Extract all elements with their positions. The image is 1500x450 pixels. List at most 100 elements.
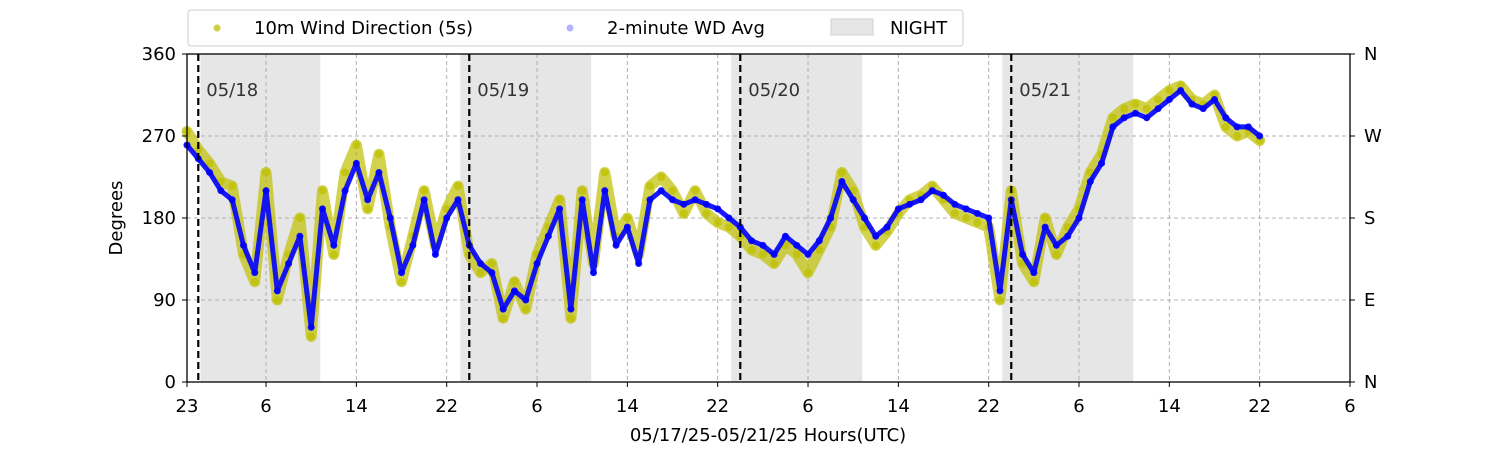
avg-point (1188, 100, 1196, 108)
wind-point (679, 209, 688, 218)
avg-point (872, 232, 880, 240)
day-label: 05/21 (1019, 80, 1071, 101)
wind-point (747, 245, 756, 254)
avg-point (307, 323, 315, 331)
avg-point (375, 168, 383, 176)
avg-point (827, 214, 835, 222)
x-axis-title: 05/17/25-05/21/25 Hours(UTC) (630, 425, 906, 446)
avg-point (1143, 114, 1151, 122)
avg-point (499, 305, 507, 313)
wind-point (1041, 214, 1050, 222)
x-tick-label: 14 (345, 396, 368, 417)
avg-point (420, 196, 428, 204)
avg-point (1098, 159, 1106, 167)
avg-trace (184, 87, 1263, 330)
wind-point (1120, 104, 1129, 113)
x-tick-label: 22 (977, 396, 1000, 417)
y-tick-label: 0 (165, 372, 176, 393)
avg-point (589, 269, 597, 277)
avg-point (443, 214, 451, 222)
wind-point (1165, 86, 1174, 95)
avg-point (488, 269, 496, 277)
wind-point (578, 186, 587, 195)
avg-point (398, 269, 406, 277)
wind-point (363, 204, 372, 213)
x-tick-label: 14 (616, 396, 639, 417)
legend-marker-10m-wind-direction (213, 24, 221, 32)
compass-label: E (1364, 290, 1375, 311)
series-layer (181, 80, 1266, 342)
avg-point (748, 237, 756, 245)
wind-point (307, 332, 316, 341)
wind-point (758, 250, 767, 259)
avg-point (1154, 105, 1162, 113)
avg-point (1222, 114, 1230, 122)
avg-point (849, 196, 857, 204)
avg-point (1211, 96, 1219, 104)
avg-point (601, 187, 609, 195)
avg-point (635, 260, 643, 268)
legend-marker-2min-wd-avg (566, 24, 574, 32)
legend-label-2min-wd-avg: 2-minute WD Avg (607, 18, 765, 39)
avg-point (804, 250, 812, 258)
avg-point (1030, 269, 1038, 277)
y-axis-title: Degrees (106, 181, 127, 256)
wind-point (499, 314, 508, 323)
avg-point (736, 223, 744, 231)
wind-point (668, 186, 677, 195)
avg-point (759, 241, 767, 249)
x-tick-label: 6 (1073, 396, 1084, 417)
wind-point (397, 277, 406, 286)
avg-point (251, 269, 259, 277)
x-tick-label: 23 (176, 396, 199, 417)
avg-point (330, 241, 338, 249)
avg-point (544, 232, 552, 240)
day-boundary-layer: 05/18 05/19 05/20 05/21 (197, 54, 1071, 382)
day-label: 05/19 (477, 80, 529, 101)
avg-point (612, 241, 620, 249)
avg-point (770, 250, 778, 258)
avg-point (262, 187, 270, 195)
avg-point (691, 196, 699, 204)
wind-point (657, 173, 666, 181)
legend-frame (187, 9, 964, 47)
avg-point (996, 287, 1004, 295)
y-tick-label: 90 (153, 290, 176, 311)
wind-point (295, 214, 304, 222)
avg-point (1086, 178, 1094, 186)
avg-point (793, 241, 801, 249)
wind-point (318, 186, 327, 195)
avg-point (1075, 214, 1083, 222)
compass-label: N (1364, 372, 1377, 393)
wind-point (623, 214, 632, 222)
avg-point (702, 200, 710, 208)
compass-label: W (1364, 126, 1382, 147)
avg-point (510, 287, 518, 295)
wind-point (837, 168, 846, 177)
x-tick-label: 6 (531, 396, 542, 417)
wind-point (228, 182, 237, 191)
avg-point (815, 237, 823, 245)
wind-point (691, 186, 700, 195)
avg-point (1177, 86, 1185, 94)
wind-point (713, 218, 722, 227)
avg-point (669, 196, 677, 204)
avg-point (1052, 241, 1060, 249)
avg-point (1244, 123, 1252, 131)
avg-point (567, 305, 575, 313)
avg-point (714, 205, 722, 213)
avg-point (985, 214, 993, 222)
y-tick-label: 270 (142, 126, 176, 147)
x-tick-label: 22 (1248, 396, 1271, 417)
day-label: 05/18 (206, 80, 258, 101)
avg-point (1120, 114, 1128, 122)
avg-point (725, 214, 733, 222)
avg-point (917, 196, 925, 204)
wind-point (770, 259, 779, 268)
wind-point (950, 209, 959, 218)
wind-point (555, 195, 564, 204)
compass-label: N (1364, 44, 1377, 65)
legend-label-10m-wind-direction: 10m Wind Direction (5s) (254, 18, 473, 39)
avg-point (239, 241, 247, 249)
